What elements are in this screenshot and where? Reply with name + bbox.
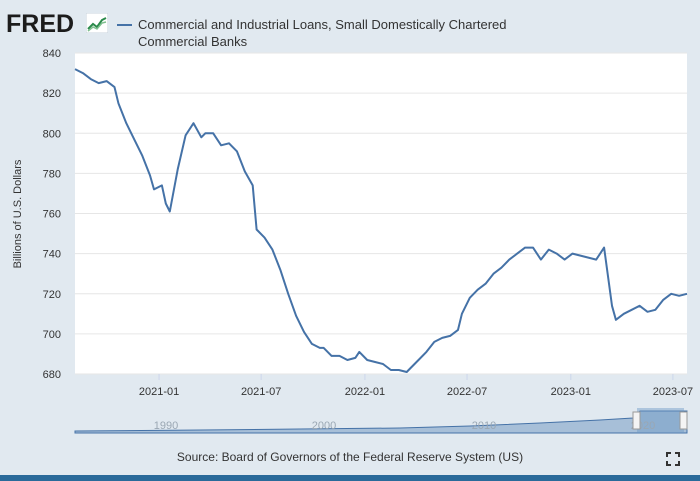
source-note: Source: Board of Governors of the Federa…	[176, 450, 524, 464]
legend-label: Commercial and Industrial Loans, Small D…	[138, 17, 507, 49]
y-tick-label: 720	[43, 289, 61, 301]
navigator-series	[74, 410, 688, 434]
fred-graph-icon	[86, 13, 108, 33]
y-tick-label: 760	[43, 209, 61, 221]
x-tick-label: 2021-01	[139, 386, 179, 398]
x-tick-label: 2023-07	[653, 386, 693, 398]
x-axis-ticks: 2021-01 2021-07 2022-01 2022-07 2023-01 2023-…	[139, 374, 693, 398]
x-tick-label: 2023-01	[551, 386, 591, 398]
y-axis-ticks: 680 700 720 740 760 780 800 820 840	[43, 48, 61, 381]
fred-logo[interactable]: FRED	[6, 10, 75, 38]
navigator-label: 2010	[472, 420, 496, 432]
range-navigator[interactable]: 1990 2000 2010 2020	[74, 407, 688, 434]
navigator-selection[interactable]	[637, 408, 684, 433]
navigator-left-handle[interactable]	[632, 411, 641, 430]
y-tick-label: 820	[43, 88, 61, 100]
series-line[interactable]	[74, 68, 688, 373]
y-axis-label: Billions of U.S. Dollars	[12, 159, 24, 268]
bottom-bar	[0, 475, 700, 481]
x-tick-label: 2022-01	[345, 386, 385, 398]
y-tick-label: 680	[43, 369, 61, 381]
chart-legend[interactable]: Commercial and Industrial Loans, Small D…	[117, 16, 577, 50]
legend-swatch	[117, 24, 132, 26]
y-tick-label: 780	[43, 168, 61, 180]
y-tick-label: 800	[43, 128, 61, 140]
y-tick-label: 840	[43, 48, 61, 60]
x-tick-label: 2021-07	[241, 386, 281, 398]
navigator-right-handle[interactable]	[679, 411, 688, 430]
y-tick-label: 700	[43, 329, 61, 341]
navigator-label: 2000	[312, 420, 336, 432]
fullscreen-icon[interactable]	[666, 452, 680, 466]
navigator-label: 1990	[154, 420, 178, 432]
x-tick-label: 2022-07	[447, 386, 487, 398]
y-tick-label: 740	[43, 249, 61, 261]
